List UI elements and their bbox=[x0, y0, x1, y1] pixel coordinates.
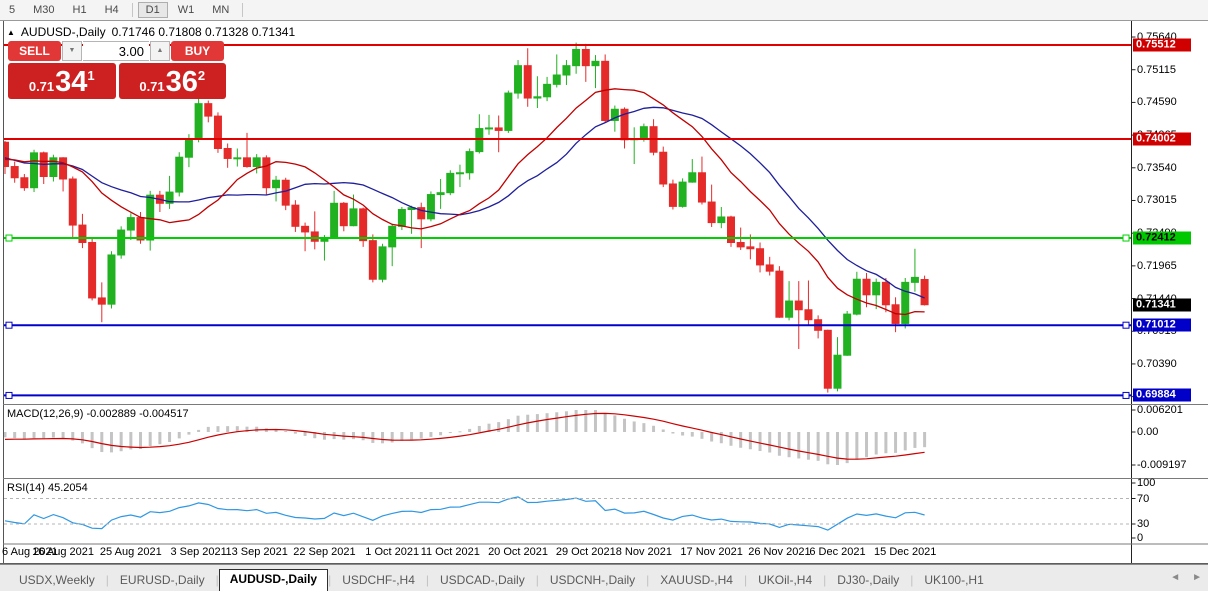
main-plot bbox=[4, 42, 929, 393]
timeframe-button-H1[interactable]: H1 bbox=[72, 4, 87, 16]
tab-separator: | bbox=[743, 573, 748, 587]
hline-handle bbox=[1122, 234, 1130, 242]
price-axis-tick: 0.75115 bbox=[1137, 63, 1176, 76]
price-axis-tick: 0.74590 bbox=[1137, 96, 1177, 109]
toolbar-separator bbox=[131, 3, 133, 17]
buy-button[interactable]: BUY bbox=[171, 41, 224, 61]
rsi-axis-label: 0 bbox=[1137, 532, 1144, 544]
date-axis-label: 16 Aug 2021 bbox=[32, 546, 94, 558]
timeframe-button-D1[interactable]: D1 bbox=[137, 2, 168, 18]
date-axis-label: 17 Nov 2021 bbox=[680, 546, 743, 558]
hline-handle bbox=[5, 391, 13, 399]
timeframe-button-M30[interactable]: M30 bbox=[33, 4, 55, 16]
tab-uk100-h1[interactable]: UK100-,H1 bbox=[924, 573, 984, 587]
date-axis-label: 6 Aug 2021 bbox=[2, 546, 58, 558]
timeframe-button-5[interactable]: 5 bbox=[9, 4, 16, 16]
chart-ohlc-values: 0.71746 0.71808 0.71328 0.71341 bbox=[111, 25, 296, 39]
sell-price-pipette: 1 bbox=[87, 68, 95, 83]
buy-price-small: 0.71 bbox=[139, 79, 165, 94]
buy-price-big: 36 bbox=[165, 66, 198, 98]
tab-separator: | bbox=[328, 573, 332, 587]
date-axis-label: 1 Oct 2021 bbox=[365, 546, 420, 558]
tab-separator: | bbox=[425, 573, 430, 587]
macd-plot bbox=[4, 410, 927, 465]
one-click-trade-panel: SELL ▼ ▲ BUY 0.71 34 1 0.71 36 2 bbox=[8, 41, 226, 99]
date-axis-label: 22 Sep 2021 bbox=[293, 546, 356, 558]
date-axis-label: 13 Sep 2021 bbox=[225, 546, 288, 558]
volume-input[interactable] bbox=[83, 41, 149, 61]
price-badge-0.69884: 0.69884 bbox=[1133, 388, 1191, 402]
tab-separator: | bbox=[646, 573, 650, 587]
tab-usdx-weekly[interactable]: USDX,Weekly bbox=[19, 573, 95, 587]
rsi-plot bbox=[4, 496, 925, 531]
tabs-scroll-right-arrow[interactable]: ► bbox=[1192, 572, 1202, 583]
date-axis-label: 29 Oct 2021 bbox=[555, 546, 616, 558]
hline-handle bbox=[1122, 321, 1130, 329]
macd-axis-label: 0.006201 bbox=[1137, 404, 1183, 416]
volume-increase-button[interactable]: ▲ bbox=[150, 41, 170, 61]
tab-usdcnh-daily[interactable]: USDCNH-,Daily bbox=[549, 573, 636, 587]
tab-usdchf-h4[interactable]: USDCHF-,H4 bbox=[342, 573, 415, 587]
date-axis-label: 26 Nov 2021 bbox=[748, 546, 811, 558]
date-axis-label: 25 Aug 2021 bbox=[99, 546, 162, 558]
sell-price-small: 0.71 bbox=[28, 79, 55, 94]
tab-xauusd-h4[interactable]: XAUUSD-,H4 bbox=[660, 573, 733, 587]
rsi-axis-label: 100 bbox=[1137, 477, 1156, 489]
price-badge-0.75512: 0.75512 bbox=[1133, 38, 1191, 52]
timeframe-button-H4[interactable]: H4 bbox=[104, 4, 119, 16]
tab-audusd-daily[interactable]: AUDUSD-,Daily bbox=[218, 569, 329, 591]
volume-decrease-button[interactable]: ▼ bbox=[62, 41, 82, 61]
tab-eurusd-daily[interactable]: EURUSD-,Daily bbox=[119, 573, 205, 587]
date-axis-label: 20 Oct 2021 bbox=[488, 546, 548, 558]
timeframe-toolbar: 5 M30 H1 H4 D1 W1 MN bbox=[0, 0, 1208, 21]
price-axis-tick: 0.71965 bbox=[1137, 259, 1177, 272]
buy-price-button[interactable]: 0.71 36 2 bbox=[118, 63, 226, 99]
collapse-panel-icon[interactable]: ▲ bbox=[7, 27, 15, 37]
tab-separator: | bbox=[215, 573, 219, 587]
macd-indicator-header: MACD(12,26,9) -0.002889 -0.004517 bbox=[7, 408, 189, 420]
macd-axis-label: -0.009197 bbox=[1137, 459, 1187, 471]
hline-handle bbox=[5, 234, 13, 242]
price-badge-0.72412: 0.72412 bbox=[1133, 231, 1191, 245]
last-price-badge: 0.71341 bbox=[1133, 298, 1191, 312]
rsi-axis-label: 30 bbox=[1137, 518, 1150, 530]
tab-separator: | bbox=[823, 573, 827, 587]
sell-price-big: 34 bbox=[55, 66, 88, 98]
date-axis-label: 6 Dec 2021 bbox=[809, 546, 866, 558]
macd-axis-label: 0.00 bbox=[1137, 426, 1159, 438]
date-axis-label: 3 Sep 2021 bbox=[170, 546, 227, 558]
chart-header: ▲ AUDUSD-,Daily 0.71746 0.71808 0.71328 … bbox=[7, 25, 295, 39]
hline-handle bbox=[1122, 391, 1130, 399]
rsi-axis-label: 70 bbox=[1137, 492, 1150, 505]
timeframe-button-MN[interactable]: MN bbox=[212, 4, 230, 16]
tabs-scroll-left-arrow[interactable]: ◄ bbox=[1170, 572, 1181, 583]
sell-price-button[interactable]: 0.71 34 1 bbox=[8, 63, 116, 99]
chart-symbol-label: AUDUSD-,Daily bbox=[20, 25, 106, 39]
hline-handle bbox=[5, 321, 13, 329]
date-axis-label: 8 Nov 2021 bbox=[615, 546, 673, 558]
tab-separator: | bbox=[105, 573, 109, 587]
toolbar-separator bbox=[242, 3, 244, 17]
price-axis-tick: 0.73015 bbox=[1137, 194, 1177, 207]
price-axis-tick: 0.70390 bbox=[1137, 357, 1177, 370]
timeframe-button-W1[interactable]: W1 bbox=[177, 4, 195, 16]
sell-button[interactable]: SELL bbox=[8, 41, 61, 61]
chart-tab-bar: USDX,Weekly | EURUSD-,Daily | AUDUSD-,Daily |… bbox=[0, 564, 1208, 591]
date-axis-label: 15 Dec 2021 bbox=[874, 546, 937, 558]
tab-usdcad-daily[interactable]: USDCAD-,Daily bbox=[440, 573, 525, 587]
tab-separator: | bbox=[535, 573, 539, 587]
tab-separator: | bbox=[910, 573, 914, 587]
date-axis-label: 11 Oct 2021 bbox=[420, 546, 480, 558]
price-badge-0.71012: 0.71012 bbox=[1133, 318, 1191, 332]
tab-dj30-daily[interactable]: DJ30-,Daily bbox=[837, 573, 900, 587]
price-badge-0.74002: 0.74002 bbox=[1133, 132, 1191, 146]
tab-ukoil-h4[interactable]: UKOil-,H4 bbox=[758, 573, 813, 587]
price-axis-tick: 0.73540 bbox=[1137, 161, 1177, 174]
rsi-indicator-header: RSI(14) 45.2054 bbox=[7, 482, 88, 494]
buy-price-pipette: 2 bbox=[197, 68, 206, 83]
